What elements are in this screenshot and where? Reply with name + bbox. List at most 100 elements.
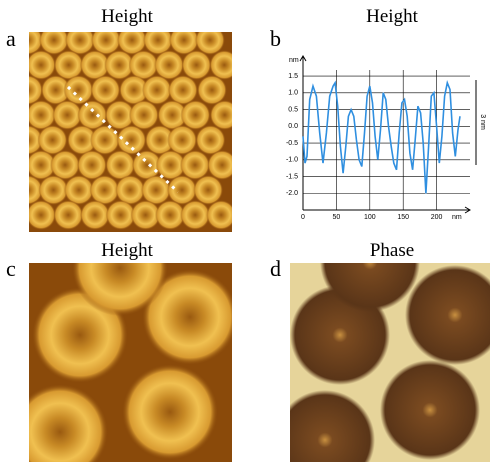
domain [63, 75, 94, 105]
domain [290, 390, 375, 462]
domain [66, 125, 97, 155]
domain [118, 75, 149, 105]
domain [141, 175, 172, 205]
domain [105, 200, 136, 230]
y-tick-label: -1.5 [286, 173, 298, 180]
domain [196, 75, 227, 105]
domain [169, 32, 199, 55]
domain [50, 150, 81, 180]
x-arrow [464, 206, 471, 214]
panel-title: Height [366, 6, 418, 27]
domain [29, 175, 43, 205]
domain [181, 50, 212, 80]
y-tick-label: 0.5 [288, 106, 298, 113]
domain [40, 75, 71, 105]
profile-line [66, 85, 180, 194]
domain [130, 200, 161, 230]
domain [193, 175, 224, 205]
profile-chart: 1.5 1.0 0.5 0.0 -0.5 -1.0 -1.5 -2.0 0 50 100 150 200… [286, 55, 486, 221]
domain [128, 50, 159, 80]
domain [53, 200, 84, 230]
domain [89, 125, 120, 155]
domain [207, 150, 232, 180]
profile-line [302, 80, 461, 194]
domain [79, 50, 110, 80]
domain [320, 263, 420, 312]
domain [89, 175, 120, 205]
domain [143, 32, 173, 55]
domain [155, 150, 186, 180]
domain [52, 100, 83, 130]
domain [53, 50, 84, 80]
domain [128, 100, 159, 130]
domain [167, 125, 198, 155]
domain [380, 360, 480, 460]
domain [131, 150, 162, 180]
panel-label: b [270, 26, 281, 51]
domain [29, 200, 56, 230]
domain [142, 269, 232, 365]
x-axis-label: nm [452, 214, 462, 221]
x-tick-label: 200 [431, 214, 443, 221]
y-tick-label: -2.0 [286, 190, 298, 197]
domain [144, 125, 175, 155]
y-arrow [299, 55, 307, 62]
domain [117, 32, 147, 55]
domain [154, 50, 185, 80]
domain [29, 75, 43, 105]
domain [155, 200, 186, 230]
y-tick-label: -0.5 [286, 140, 298, 147]
domain [104, 100, 135, 130]
y-tick-label: 1.0 [288, 90, 298, 97]
domain [405, 265, 490, 365]
y-tick-label: -1.0 [286, 157, 298, 164]
scale-bar-label: 3 nm [479, 114, 486, 130]
x-tick-label: 50 [333, 214, 341, 221]
panel-label: d [270, 256, 281, 281]
domain [115, 175, 146, 205]
domain [180, 150, 211, 180]
domain [206, 200, 232, 230]
panel-title: Height [101, 6, 153, 27]
domain [180, 100, 211, 130]
y-axis-label: nm [289, 57, 299, 64]
domain [195, 125, 226, 155]
y-tick-label: 1.5 [288, 73, 298, 80]
domain [157, 100, 188, 130]
domain [79, 200, 110, 230]
domain [90, 75, 121, 105]
domain [105, 150, 136, 180]
x-tick-label: 0 [301, 214, 305, 221]
domain [141, 75, 172, 105]
domain [29, 384, 108, 462]
panel-title: Phase [370, 240, 414, 261]
domain [167, 75, 198, 105]
panel-label: a [6, 26, 16, 51]
x-tick-label: 150 [397, 214, 409, 221]
domain [63, 175, 94, 205]
domain [72, 263, 168, 316]
domain [209, 50, 232, 80]
domain [77, 100, 108, 130]
domain [91, 32, 121, 55]
domain [76, 150, 107, 180]
domain [37, 125, 68, 155]
panel-title: Height [101, 240, 153, 261]
domain [167, 175, 198, 205]
domain [29, 100, 56, 130]
domain [65, 32, 95, 55]
domain [195, 32, 225, 55]
domain [29, 50, 56, 80]
domain [122, 364, 218, 460]
domain [180, 200, 211, 230]
domain [116, 125, 147, 155]
panel-label: c [6, 256, 16, 281]
y-tick-label: 0.0 [288, 123, 298, 130]
x-tick-label: 100 [364, 214, 376, 221]
domain [29, 150, 56, 180]
domain [39, 32, 69, 55]
domain [38, 175, 69, 205]
domain [104, 50, 135, 80]
domain [209, 100, 232, 130]
